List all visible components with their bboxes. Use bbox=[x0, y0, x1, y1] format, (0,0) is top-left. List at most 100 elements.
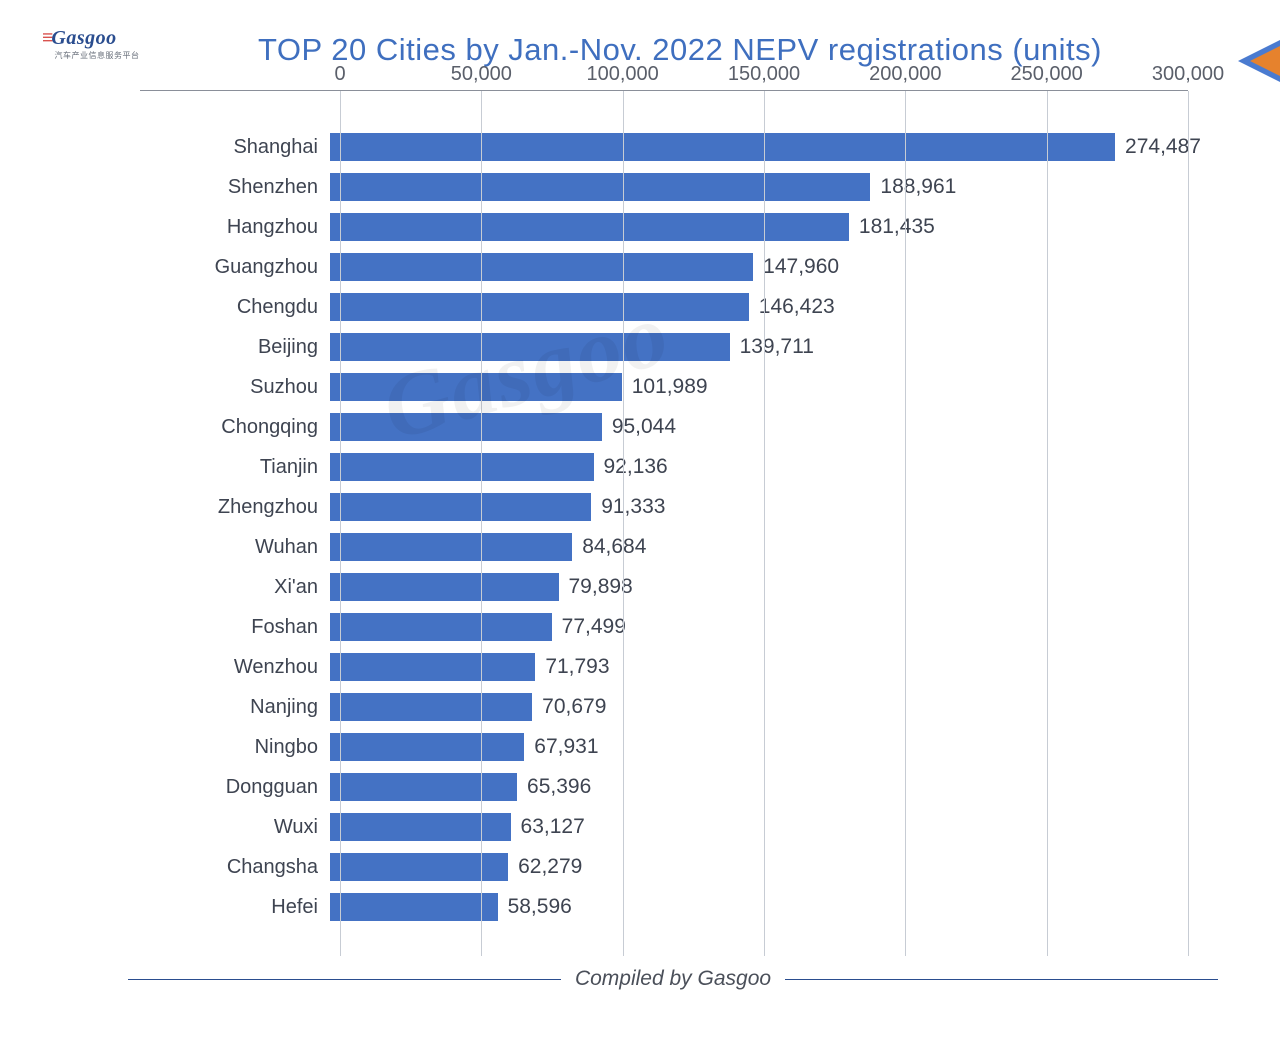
gridline bbox=[1047, 91, 1048, 956]
bar-row: Nanjing70,679 bbox=[140, 687, 1188, 727]
bar-wrap: 101,989 bbox=[330, 367, 1188, 407]
x-tick-label: 250,000 bbox=[1011, 63, 1083, 86]
bar-wrap: 188,961 bbox=[330, 167, 1188, 207]
bar-row: Wuxi63,127 bbox=[140, 807, 1188, 847]
bar-row: Shenzhen188,961 bbox=[140, 167, 1188, 207]
value-label: 62,279 bbox=[518, 855, 582, 879]
bar-wrap: 147,960 bbox=[330, 247, 1188, 287]
value-label: 77,499 bbox=[562, 615, 626, 639]
bar-wrap: 65,396 bbox=[330, 767, 1188, 807]
category-label: Hefei bbox=[140, 896, 330, 919]
value-label: 63,127 bbox=[521, 815, 585, 839]
value-label: 71,793 bbox=[545, 655, 609, 679]
category-label: Dongguan bbox=[140, 776, 330, 799]
bar-wrap: 274,487 bbox=[330, 127, 1188, 167]
bar bbox=[330, 373, 622, 401]
bar-wrap: 79,898 bbox=[330, 567, 1188, 607]
bar-row: Dongguan 65,396 bbox=[140, 767, 1188, 807]
bar-wrap: 58,596 bbox=[330, 887, 1188, 927]
x-tick-label: 300,000 bbox=[1152, 63, 1224, 86]
bar-wrap: 70,679 bbox=[330, 687, 1188, 727]
value-label: 84,684 bbox=[582, 535, 646, 559]
bar bbox=[330, 893, 498, 921]
x-tick-label: 100,000 bbox=[587, 63, 659, 86]
category-label: Foshan bbox=[140, 616, 330, 639]
bar-row: Changsha62,279 bbox=[140, 847, 1188, 887]
category-label: Ningbo bbox=[140, 736, 330, 759]
category-label: Wenzhou bbox=[140, 656, 330, 679]
bar-row: Xi'an79,898 bbox=[140, 567, 1188, 607]
bar bbox=[330, 293, 749, 321]
footer-credit-line: Compiled by Gasgoo bbox=[128, 978, 1218, 980]
bar-wrap: 62,279 bbox=[330, 847, 1188, 887]
value-label: 147,960 bbox=[763, 255, 839, 279]
category-label: Hangzhou bbox=[140, 216, 330, 239]
category-label: Tianjin bbox=[140, 456, 330, 479]
bar-row: Suzhou101,989 bbox=[140, 367, 1188, 407]
gridline bbox=[1188, 91, 1189, 956]
bar-wrap: 92,136 bbox=[330, 447, 1188, 487]
corner-arrow-icon bbox=[1220, 40, 1280, 82]
bar-row: Wuhan84,684 bbox=[140, 527, 1188, 567]
bar bbox=[330, 693, 532, 721]
bar bbox=[330, 253, 753, 281]
gridline bbox=[481, 91, 482, 956]
footer-credit: Compiled by Gasgoo bbox=[561, 967, 785, 991]
bar-wrap: 67,931 bbox=[330, 727, 1188, 767]
bar-wrap: 139,711 bbox=[330, 327, 1188, 367]
value-label: 65,396 bbox=[527, 775, 591, 799]
value-label: 67,931 bbox=[534, 735, 598, 759]
value-label: 181,435 bbox=[859, 215, 935, 239]
bar-row: Foshan 77,499 bbox=[140, 607, 1188, 647]
chart-area: 050,000100,000150,000200,000250,000300,0… bbox=[140, 90, 1188, 968]
bar-row: Zhengzhou 91,333 bbox=[140, 487, 1188, 527]
bar-row: Hefei 58,596 bbox=[140, 887, 1188, 927]
bar bbox=[330, 173, 870, 201]
bar-wrap: 146,423 bbox=[330, 287, 1188, 327]
bar-row: Beijing139,711 bbox=[140, 327, 1188, 367]
footer-line-left bbox=[128, 979, 561, 980]
value-label: 146,423 bbox=[759, 295, 835, 319]
brand-logo: ≡Gasgoo 汽车产业信息服务平台 bbox=[42, 28, 152, 61]
bar-row: Chengdu146,423 bbox=[140, 287, 1188, 327]
bar bbox=[330, 813, 511, 841]
brand-name: Gasgoo bbox=[51, 27, 116, 49]
gridline bbox=[340, 91, 341, 956]
bar bbox=[330, 453, 594, 481]
category-label: Nanjing bbox=[140, 696, 330, 719]
bar bbox=[330, 773, 517, 801]
bar bbox=[330, 213, 849, 241]
bar-wrap: 63,127 bbox=[330, 807, 1188, 847]
value-label: 58,596 bbox=[508, 895, 572, 919]
category-label: Shanghai bbox=[140, 136, 330, 159]
value-label: 95,044 bbox=[612, 415, 676, 439]
bar-wrap: 84,684 bbox=[330, 527, 1188, 567]
bar bbox=[330, 413, 602, 441]
category-label: Chongqing bbox=[140, 416, 330, 439]
x-tick-label: 150,000 bbox=[728, 63, 800, 86]
bar-wrap: 71,793 bbox=[330, 647, 1188, 687]
brand-logo-text: ≡Gasgoo bbox=[42, 28, 152, 48]
value-label: 139,711 bbox=[740, 335, 814, 359]
x-tick-label: 200,000 bbox=[869, 63, 941, 86]
value-label: 91,333 bbox=[601, 495, 665, 519]
x-axis-ticks: 050,000100,000150,000200,000250,000300,0… bbox=[340, 63, 1188, 91]
category-label: Suzhou bbox=[140, 376, 330, 399]
bar bbox=[330, 333, 730, 361]
bar-row: Ningbo 67,931 bbox=[140, 727, 1188, 767]
category-label: Zhengzhou bbox=[140, 496, 330, 519]
value-label: 188,961 bbox=[880, 175, 956, 199]
brand-tagline: 汽车产业信息服务平台 bbox=[42, 50, 152, 61]
gridline bbox=[764, 91, 765, 956]
value-label: 92,136 bbox=[604, 455, 668, 479]
x-tick-label: 50,000 bbox=[451, 63, 512, 86]
bar bbox=[330, 653, 535, 681]
brand-logo-stripes-icon: ≡ bbox=[42, 27, 49, 49]
bar-row: Wenzhou 71,793 bbox=[140, 647, 1188, 687]
bar bbox=[330, 493, 591, 521]
bar-row: Chongqing 95,044 bbox=[140, 407, 1188, 447]
bar-wrap: 77,499 bbox=[330, 607, 1188, 647]
category-label: Xi'an bbox=[140, 576, 330, 599]
footer-line-right bbox=[785, 979, 1218, 980]
bar bbox=[330, 573, 559, 601]
